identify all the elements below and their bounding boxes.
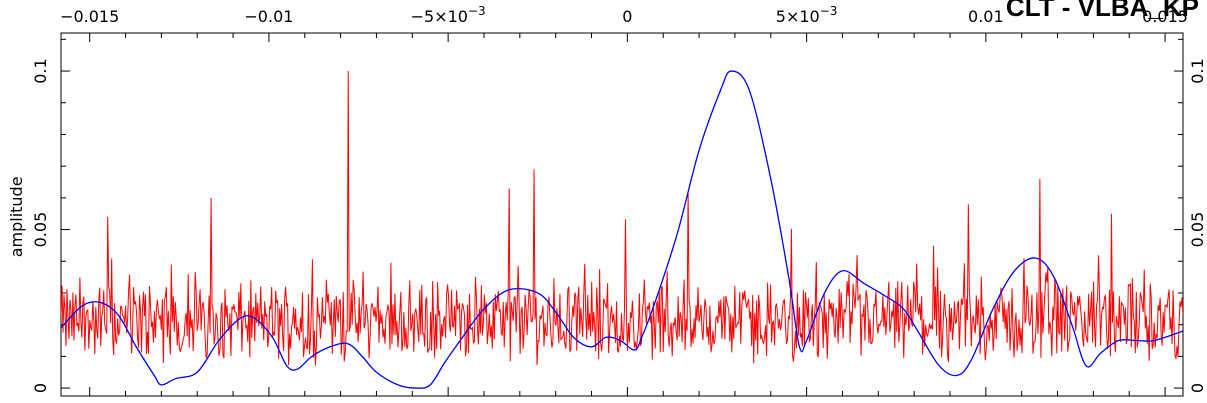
baseline-title: CLT - VLBA_KP: [1005, 0, 1199, 22]
y-tick-label-right: 0.05: [1188, 212, 1207, 248]
x-tick-label: 5×10−3: [776, 4, 838, 26]
axis-tick-labels: −0.015 −0.01 −5×10−3 0 5×10−3 0.01 0.015 0 0 0.05…: [31, 4, 1207, 393]
y-tick-label-right: 0: [1188, 383, 1207, 393]
x-tick-label: −0.01: [244, 7, 293, 26]
y-tick-label-right: 0.1: [1188, 58, 1207, 83]
x-tick-label: 0.01: [968, 7, 1004, 26]
x-tick-label: −5×10−3: [411, 4, 486, 26]
y-tick-label-left: 0: [31, 383, 50, 393]
model-series-line: [61, 70, 1183, 389]
series-layer: [61, 70, 1183, 389]
y-tick-label-left: 0.1: [31, 58, 50, 83]
amplitude-series-line: [61, 71, 1183, 366]
x-tick-label: 0: [622, 7, 632, 26]
y-tick-label-left: 0.05: [31, 212, 50, 248]
x-tick-label: 0.015: [1142, 7, 1188, 26]
x-tick-label: −0.015: [60, 7, 119, 26]
y-axis-label: amplitude: [7, 176, 26, 257]
axis-ticks: [61, 33, 1183, 396]
plot-frame: [60, 32, 1184, 397]
